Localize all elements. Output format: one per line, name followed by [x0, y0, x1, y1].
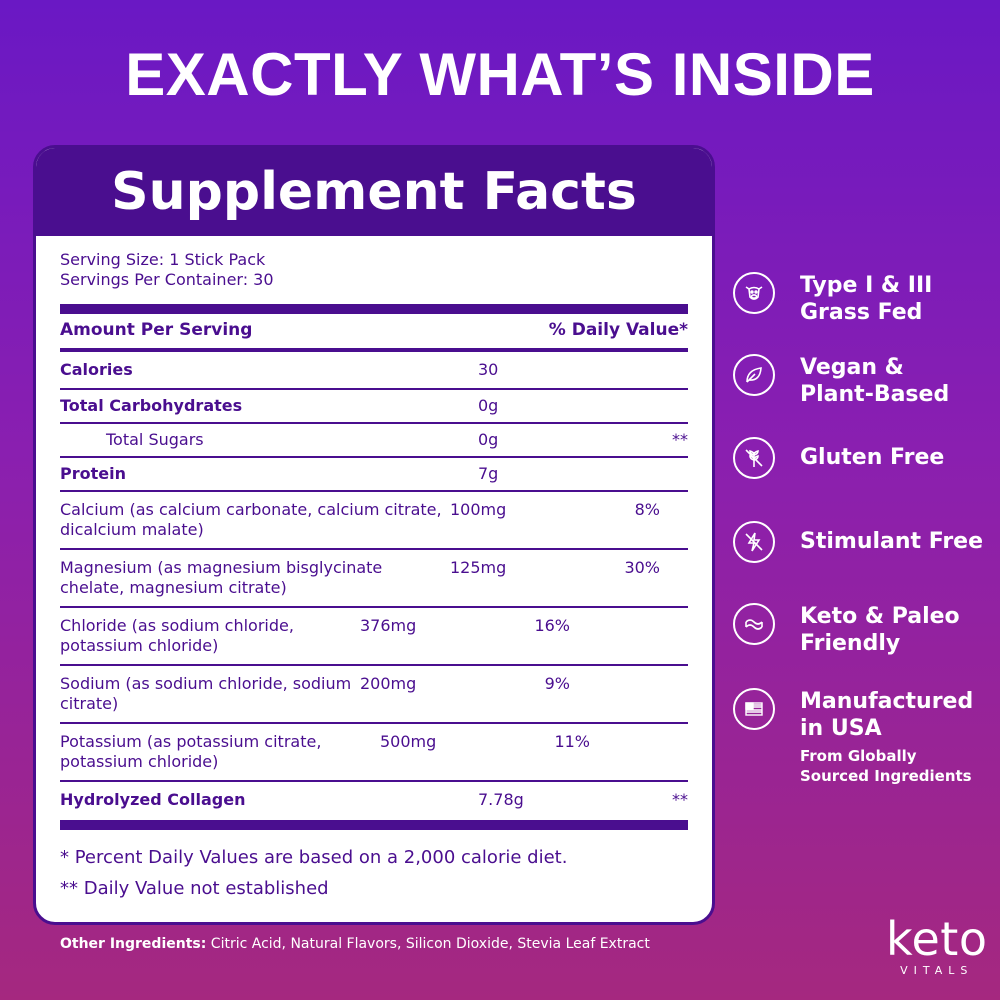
feature-text: Stimulant Free: [800, 521, 983, 555]
nutrient-dv: 8%: [634, 500, 660, 519]
nutrient-amount: 376mg: [360, 616, 417, 635]
facts-row-protein: Protein 7g: [60, 458, 688, 492]
nutrient-name: Hydrolyzed Collagen: [60, 790, 246, 809]
facts-row-potassium: Potassium (as potassium citrate, potassi…: [60, 724, 688, 782]
other-ingredients: Other Ingredients: Citric Acid, Natural …: [60, 936, 650, 952]
feature-text: Keto & Paleo Friendly: [800, 603, 960, 657]
nutrient-amount: 500mg: [380, 732, 437, 751]
supplement-facts-panel: Supplement Facts Serving Size: 1 Stick P…: [33, 145, 715, 925]
other-ingredients-text: Citric Acid, Natural Flavors, Silicon Di…: [206, 936, 650, 952]
footnote-not-established: ** Daily Value not established: [60, 878, 329, 899]
lightning-icon: [733, 521, 775, 563]
feature-keto-paleo: Keto & Paleo Friendly: [733, 603, 960, 657]
feature-line: Plant-Based: [800, 382, 950, 407]
facts-row-total-carbohydrates: Total Carbohydrates 0g: [60, 390, 688, 424]
facts-row-calories: Calories 30: [60, 352, 688, 390]
facts-row-magnesium: Magnesium (as magnesium bisglycinate che…: [60, 550, 688, 608]
nutrient-dv: 9%: [544, 674, 570, 693]
feature-line: Type I & III: [800, 273, 933, 298]
facts-row-sodium: Sodium (as sodium chloride, sodium citra…: [60, 666, 688, 724]
nutrient-name: Sodium (as sodium chloride, sodium citra…: [60, 674, 352, 713]
facts-body: Serving Size: 1 Stick Pack Servings Per …: [36, 236, 712, 904]
feature-text: Type I & III Grass Fed: [800, 272, 932, 326]
nutrient-name: Total Sugars: [106, 430, 204, 449]
logo-word: keto: [886, 912, 988, 966]
nutrient-name: Potassium (as potassium citrate, potassi…: [60, 732, 322, 771]
feature-line: Vegan &: [800, 355, 904, 380]
nutrient-amount: 7.78g: [478, 790, 524, 809]
feature-line: Friendly: [800, 631, 901, 656]
nutrient-amount: 100mg: [450, 500, 507, 519]
nutrient-name: Total Carbohydrates: [60, 396, 243, 415]
facts-divider-bottom: [60, 820, 688, 830]
nutrient-name: Calories: [60, 360, 133, 379]
amount-per-serving-label: Amount Per Serving: [60, 320, 253, 340]
facts-row-total-sugars: Total Sugars 0g **: [60, 424, 688, 458]
flag-icon: [733, 688, 775, 730]
feature-subtext: From Globally Sourced Ingredients: [800, 746, 973, 786]
feature-gluten-free: Gluten Free: [733, 437, 944, 479]
feature-text: Gluten Free: [800, 437, 944, 471]
nutrient-amount: 200mg: [360, 674, 417, 693]
wheat-icon: [733, 437, 775, 479]
nutrient-dv: 30%: [624, 558, 660, 577]
feature-text: Manufactured in USA From Globally Source…: [800, 688, 973, 786]
facts-divider-thick: [60, 304, 688, 314]
nutrient-name: Protein: [60, 464, 126, 483]
feature-subline: Sourced Ingredients: [800, 767, 972, 785]
feature-line: Manufactured: [800, 689, 974, 714]
feature-line: Grass Fed: [800, 300, 923, 325]
feature-line: Stimulant Free: [800, 529, 984, 554]
facts-row-calcium: Calcium (as calcium carbonate, calcium c…: [60, 492, 688, 550]
nutrient-name: Chloride (as sodium chloride, potassium …: [60, 616, 294, 655]
nutrient-amount: 0g: [478, 430, 499, 449]
leaf-icon: [733, 354, 775, 396]
facts-header: Supplement Facts: [36, 148, 712, 236]
cow-icon: [733, 272, 775, 314]
facts-row-chloride: Chloride (as sodium chloride, potassium …: [60, 608, 688, 666]
feature-line: in USA: [800, 716, 882, 741]
feature-stimulant-free: Stimulant Free: [733, 521, 983, 563]
facts-row-hydrolyzed-collagen: Hydrolyzed Collagen 7.78g **: [60, 782, 688, 820]
amount-header-row: Amount Per Serving % Daily Value*: [60, 314, 688, 352]
logo-subword: VITALS: [900, 964, 974, 977]
nutrient-amount: 125mg: [450, 558, 507, 577]
keto-vitals-logo: keto VITALS: [886, 915, 987, 977]
serving-size: Serving Size: 1 Stick Pack: [60, 250, 266, 269]
nutrient-amount: 30: [478, 360, 499, 379]
feature-grass-fed: Type I & III Grass Fed: [733, 272, 932, 326]
servings-per-container: Servings Per Container: 30: [60, 270, 274, 289]
page-headline: EXACTLY WHAT’S INSIDE: [125, 41, 875, 108]
nutrient-amount: 0g: [478, 396, 499, 415]
facts-title: Supplement Facts: [111, 162, 637, 222]
feature-vegan: Vegan & Plant-Based: [733, 354, 949, 408]
feature-line: Gluten Free: [800, 445, 945, 470]
nutrient-dv: 11%: [554, 732, 590, 751]
nutrient-name: Magnesium (as magnesium bisglycinate che…: [60, 558, 383, 597]
nutrient-amount: 7g: [478, 464, 499, 483]
nutrient-dv: **: [672, 790, 688, 809]
bacon-icon: [733, 603, 775, 645]
feature-text: Vegan & Plant-Based: [800, 354, 949, 408]
other-ingredients-label: Other Ingredients:: [60, 936, 207, 952]
daily-value-label: % Daily Value*: [548, 320, 688, 340]
nutrient-dv: **: [672, 430, 688, 449]
feature-manufactured-usa: Manufactured in USA From Globally Source…: [733, 688, 973, 786]
feature-subline: From Globally: [800, 747, 917, 765]
nutrient-dv: 16%: [534, 616, 570, 635]
feature-line: Keto & Paleo: [800, 604, 960, 629]
nutrient-name: Calcium (as calcium carbonate, calcium c…: [60, 500, 442, 539]
footnote-daily-values: * Percent Daily Values are based on a 2,…: [60, 847, 568, 868]
facts-footnotes: * Percent Daily Values are based on a 2,…: [60, 842, 688, 904]
